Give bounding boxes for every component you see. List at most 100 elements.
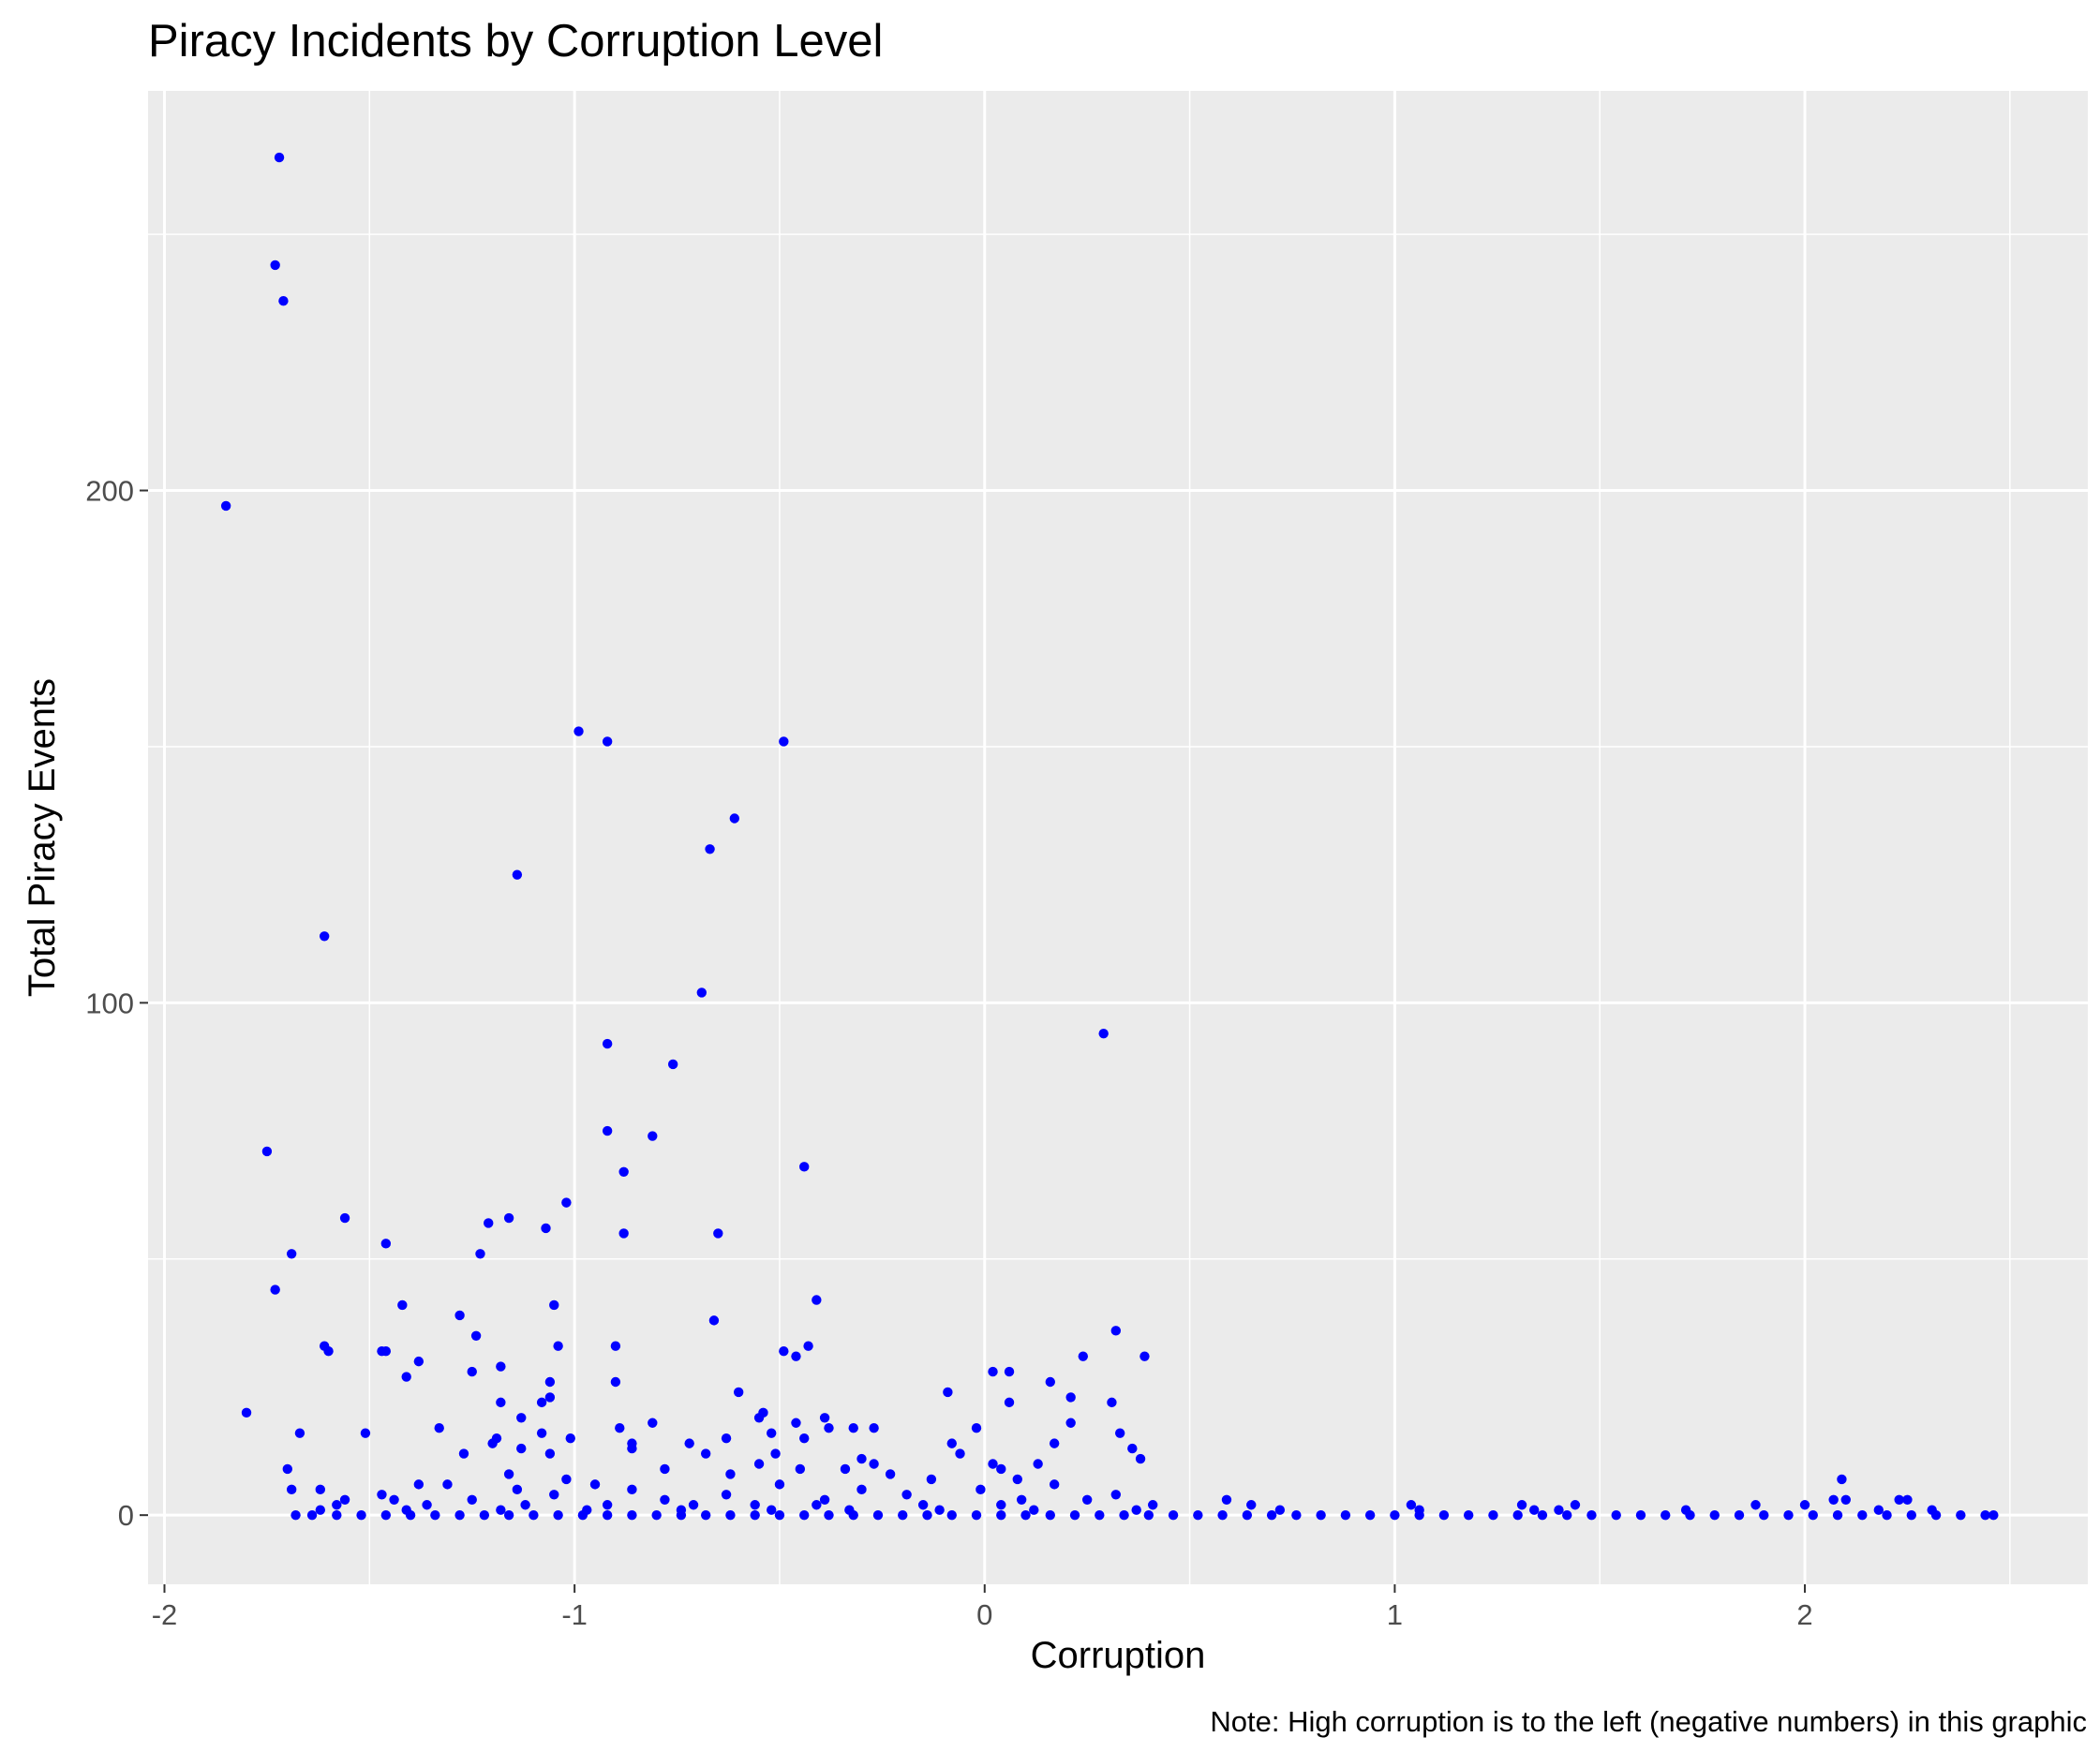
data-point bbox=[377, 1345, 387, 1357]
chart-caption: Note: High corruption is to the left (ne… bbox=[1210, 1705, 2087, 1738]
data-point bbox=[1734, 1509, 1745, 1521]
data-point bbox=[627, 1443, 637, 1454]
data-point bbox=[602, 1038, 613, 1049]
data-point bbox=[1266, 1509, 1277, 1521]
data-point bbox=[774, 1509, 785, 1521]
data-point bbox=[332, 1509, 342, 1521]
data-point bbox=[1143, 1509, 1154, 1521]
data-point bbox=[1611, 1509, 1621, 1521]
data-point bbox=[988, 1459, 998, 1469]
data-point bbox=[946, 1509, 957, 1521]
data-point bbox=[799, 1509, 810, 1521]
data-point bbox=[1512, 1509, 1523, 1521]
data-point bbox=[667, 1059, 678, 1070]
data-point bbox=[602, 736, 613, 747]
data-point bbox=[286, 1484, 297, 1495]
data-point bbox=[713, 1228, 723, 1239]
data-point bbox=[553, 1341, 563, 1351]
data-point bbox=[753, 1413, 765, 1423]
axis-ticks: -2 -1 0 1 2 0 100 200 bbox=[85, 475, 1812, 1631]
data-point bbox=[577, 1509, 588, 1521]
data-point bbox=[819, 1413, 830, 1423]
data-point bbox=[885, 1469, 896, 1479]
data-point bbox=[467, 1366, 477, 1377]
data-point bbox=[503, 1509, 514, 1521]
data-point bbox=[988, 1366, 998, 1377]
data-point bbox=[405, 1509, 416, 1521]
data-point bbox=[1119, 1509, 1129, 1521]
data-point bbox=[290, 1509, 301, 1521]
data-point bbox=[1956, 1509, 1966, 1521]
data-point bbox=[1980, 1509, 1990, 1521]
data-point bbox=[824, 1509, 834, 1521]
data-point bbox=[434, 1423, 444, 1433]
data-point bbox=[1081, 1494, 1093, 1505]
data-point bbox=[1406, 1500, 1417, 1510]
data-point bbox=[700, 1509, 711, 1521]
data-point bbox=[729, 813, 740, 824]
data-point bbox=[1004, 1397, 1015, 1408]
data-point bbox=[602, 1509, 613, 1521]
data-point bbox=[1004, 1366, 1015, 1377]
x-tick-label: -2 bbox=[152, 1598, 178, 1631]
data-point bbox=[544, 1448, 556, 1459]
data-point bbox=[544, 1376, 556, 1388]
x-tick-label: 2 bbox=[1796, 1598, 1812, 1631]
data-point bbox=[1246, 1500, 1257, 1510]
data-point bbox=[803, 1341, 813, 1351]
data-point bbox=[627, 1509, 637, 1521]
data-point bbox=[770, 1448, 781, 1459]
data-point bbox=[541, 1223, 551, 1234]
data-point bbox=[454, 1509, 465, 1521]
data-point bbox=[1274, 1505, 1286, 1515]
data-point bbox=[733, 1387, 744, 1398]
data-point bbox=[377, 1490, 387, 1500]
data-point bbox=[750, 1500, 760, 1510]
data-point bbox=[1906, 1509, 1917, 1521]
data-point bbox=[1463, 1509, 1474, 1521]
data-point bbox=[791, 1351, 801, 1361]
data-point bbox=[1570, 1500, 1581, 1510]
data-point bbox=[1832, 1509, 1843, 1521]
data-point bbox=[684, 1438, 694, 1448]
data-point bbox=[1016, 1494, 1027, 1505]
data-point bbox=[544, 1392, 556, 1403]
data-point bbox=[869, 1423, 879, 1433]
data-point bbox=[1139, 1351, 1150, 1361]
data-point bbox=[1685, 1509, 1695, 1521]
data-point bbox=[1110, 1490, 1122, 1500]
data-point bbox=[274, 152, 285, 163]
data-point bbox=[589, 1479, 601, 1490]
data-point bbox=[946, 1438, 957, 1448]
data-point bbox=[470, 1330, 482, 1341]
data-point bbox=[1012, 1474, 1022, 1485]
data-point bbox=[1873, 1505, 1884, 1515]
data-point bbox=[1554, 1505, 1564, 1515]
data-point bbox=[549, 1299, 559, 1311]
data-point bbox=[943, 1387, 953, 1398]
data-point bbox=[1147, 1500, 1158, 1510]
data-point bbox=[1045, 1509, 1055, 1521]
data-point bbox=[294, 1428, 305, 1438]
data-point bbox=[1316, 1509, 1326, 1521]
data-point bbox=[1635, 1509, 1646, 1521]
data-point bbox=[1930, 1509, 1942, 1521]
data-point bbox=[401, 1372, 411, 1382]
data-point bbox=[467, 1494, 477, 1505]
data-point bbox=[413, 1479, 424, 1490]
data-point bbox=[1516, 1500, 1527, 1510]
data-point bbox=[648, 1131, 658, 1141]
data-point bbox=[1988, 1509, 1999, 1521]
data-point bbox=[1049, 1438, 1060, 1448]
data-point bbox=[1438, 1509, 1450, 1521]
data-point bbox=[1114, 1428, 1125, 1438]
data-point bbox=[503, 1469, 514, 1479]
data-point bbox=[319, 931, 330, 942]
data-point bbox=[618, 1228, 629, 1239]
data-point bbox=[286, 1249, 297, 1259]
data-point bbox=[1562, 1509, 1572, 1521]
data-point bbox=[812, 1500, 822, 1510]
data-point bbox=[529, 1509, 539, 1521]
data-point bbox=[1340, 1509, 1351, 1521]
